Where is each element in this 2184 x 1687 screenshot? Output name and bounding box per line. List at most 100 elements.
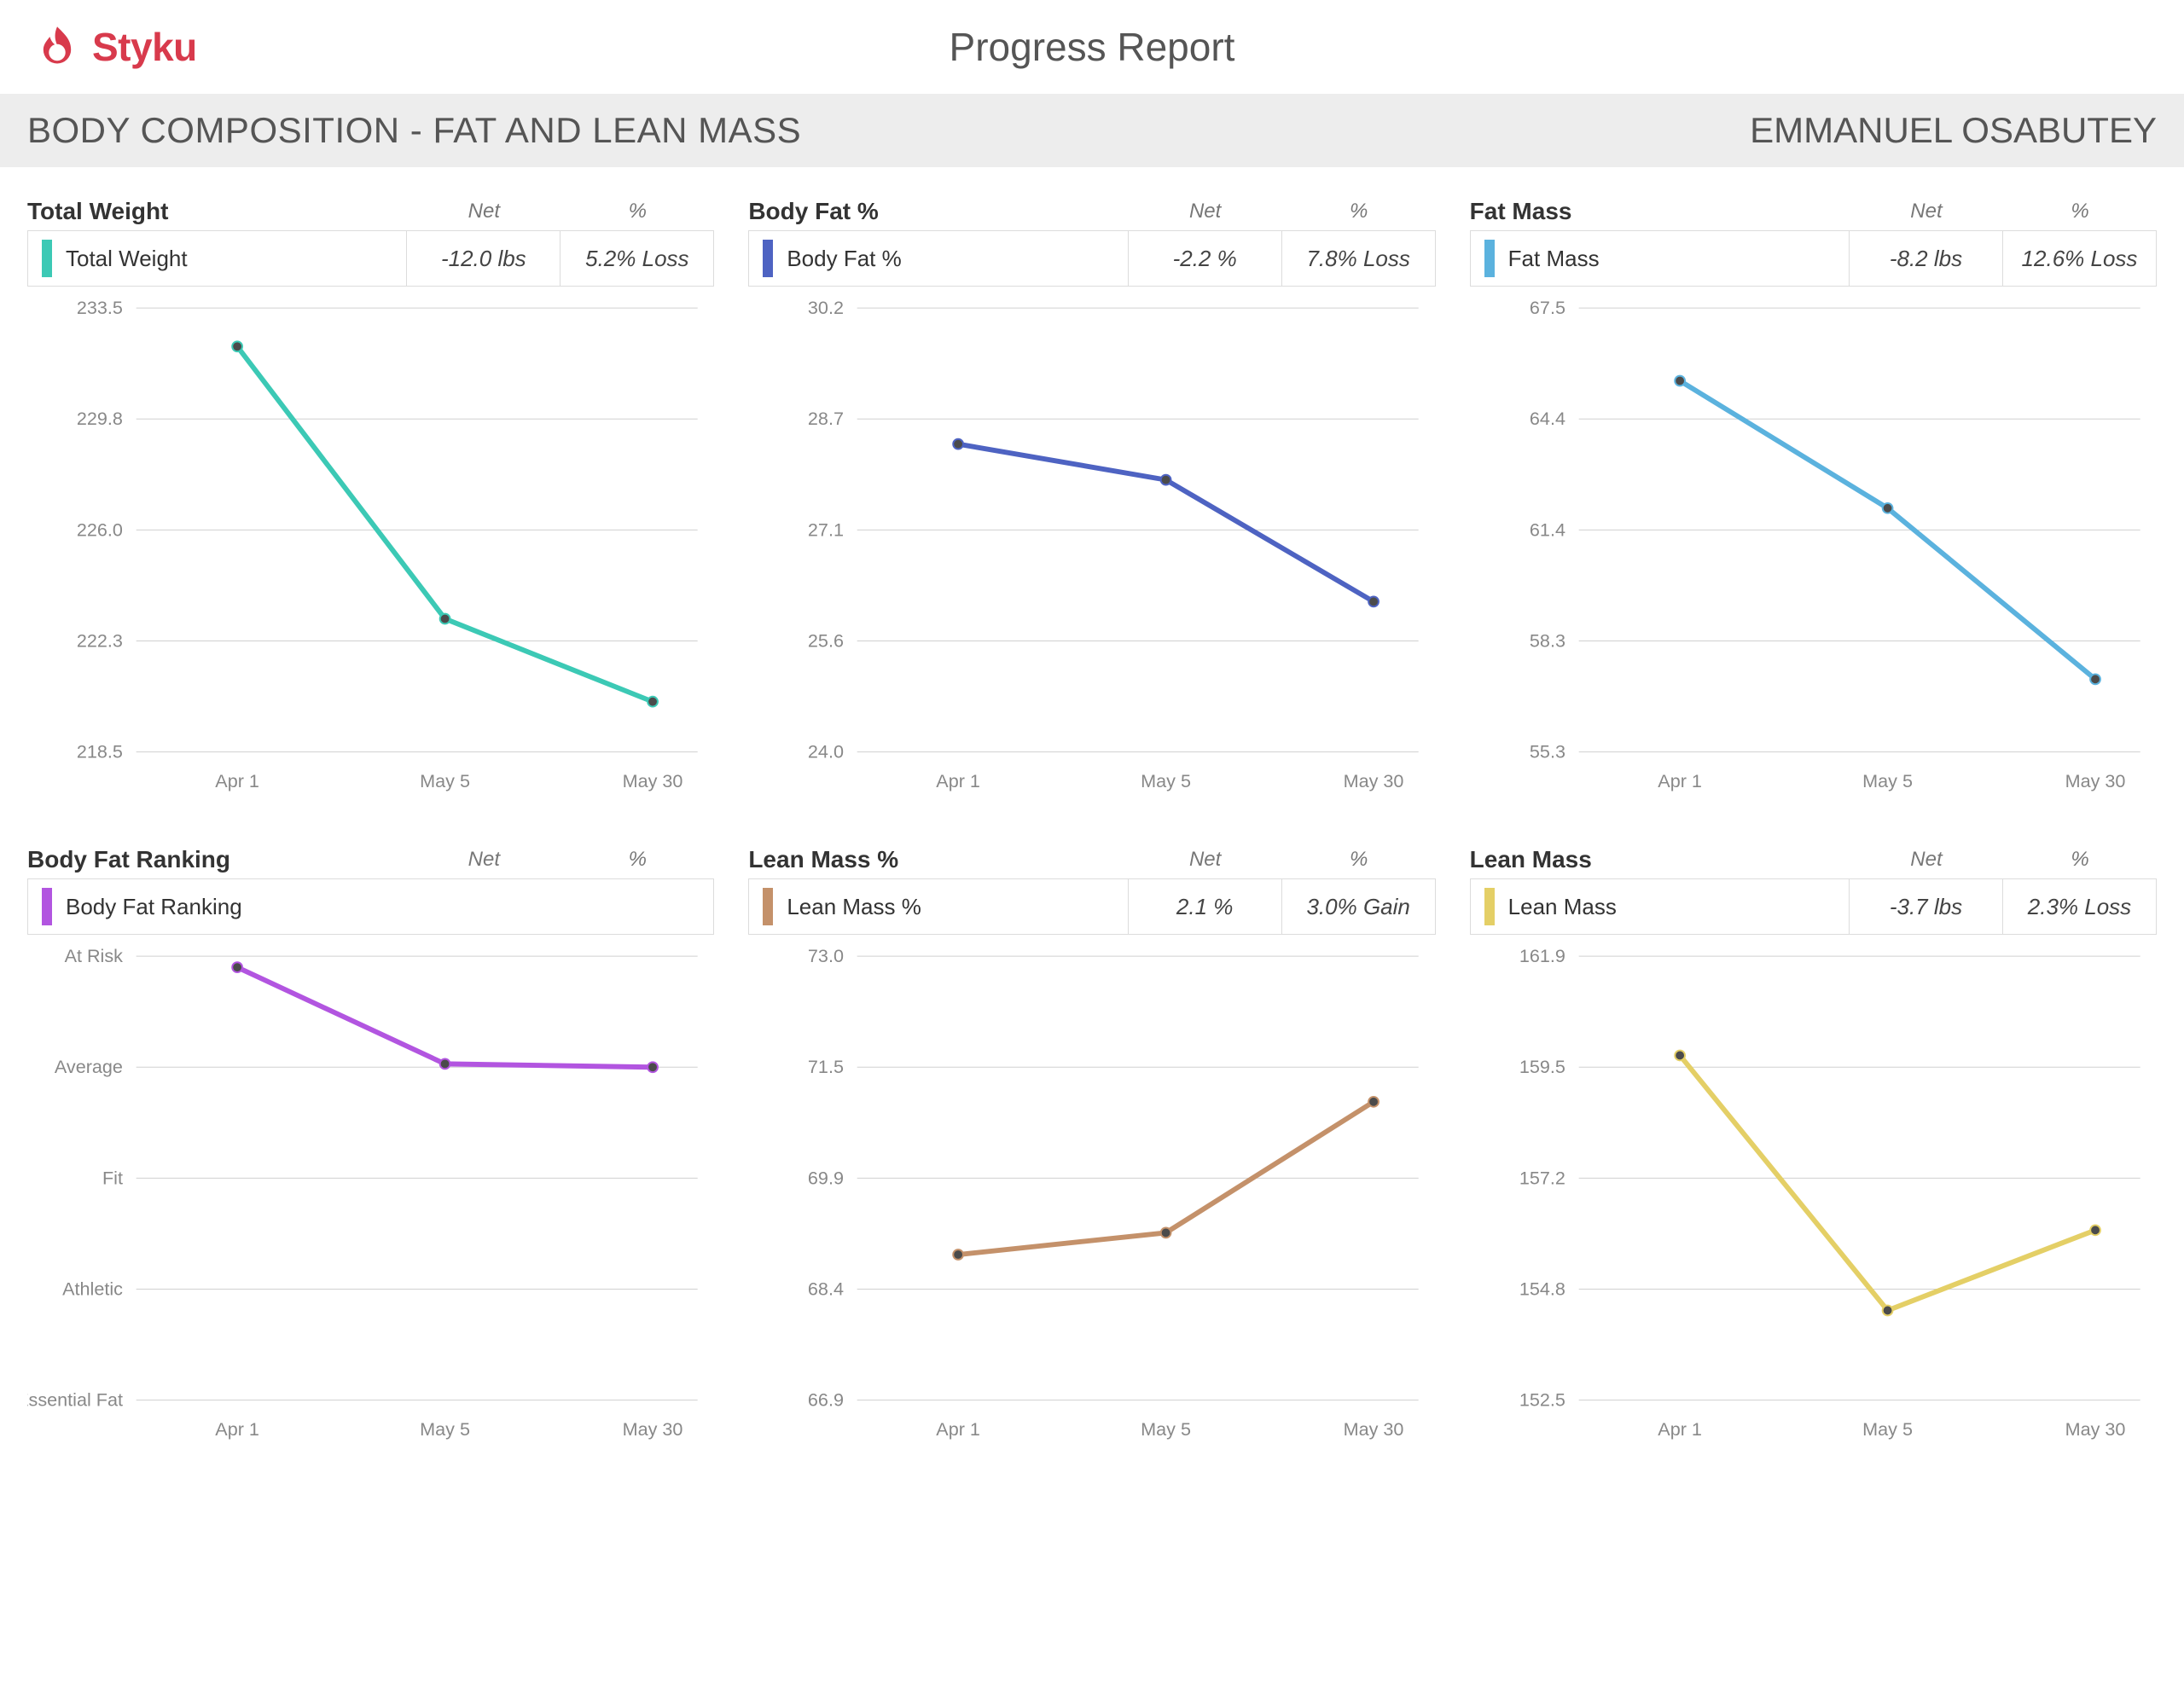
legend-swatch <box>42 240 52 277</box>
column-header-net: Net <box>407 200 561 223</box>
svg-text:May 5: May 5 <box>420 1418 470 1440</box>
column-header-pct: % <box>2003 200 2157 223</box>
svg-text:May 5: May 5 <box>1862 1418 1913 1440</box>
svg-text:Apr 1: Apr 1 <box>1658 770 1702 791</box>
svg-text:157.2: 157.2 <box>1519 1167 1565 1188</box>
svg-text:Athletic: Athletic <box>62 1278 123 1299</box>
panel-title: Body Fat % <box>748 198 1128 225</box>
pct-value: 3.0% Gain <box>1281 879 1435 934</box>
legend-swatch <box>1484 888 1495 925</box>
svg-text:May 5: May 5 <box>420 770 470 791</box>
pct-value: 2.3% Loss <box>2002 879 2156 934</box>
svg-text:May 30: May 30 <box>2065 1418 2125 1440</box>
svg-text:28.7: 28.7 <box>808 408 844 429</box>
chart: 233.5 229.8 226.0 222.3 218.5 Apr 1 May 5 May 3… <box>27 287 714 812</box>
progress-report-page: { "brand": { "name": "Styku", "color": "… <box>0 0 2184 1687</box>
svg-text:May 5: May 5 <box>1862 770 1913 791</box>
legend-label: Fat Mass <box>1508 246 1600 272</box>
legend-row: Lean Mass -3.7 lbs2.3% Loss <box>1470 878 2157 935</box>
flame-icon <box>34 24 80 70</box>
svg-text:229.8: 229.8 <box>77 408 123 429</box>
svg-text:May 30: May 30 <box>2065 770 2125 791</box>
legend-label-cell: Total Weight <box>28 231 406 286</box>
svg-text:May 30: May 30 <box>623 1418 683 1440</box>
pct-value: 7.8% Loss <box>1281 231 1435 286</box>
svg-text:24.0: 24.0 <box>808 741 844 762</box>
panel-header: Total WeightNet% <box>27 198 714 225</box>
panel-header: Lean MassNet% <box>1470 846 2157 873</box>
legend-label: Body Fat % <box>787 246 901 272</box>
legend-label: Body Fat Ranking <box>66 894 242 920</box>
legend-label: Total Weight <box>66 246 188 272</box>
svg-text:222.3: 222.3 <box>77 629 123 651</box>
panel-title: Fat Mass <box>1470 198 1850 225</box>
svg-text:30.2: 30.2 <box>808 297 844 318</box>
panel-body_fat_ranking: Body Fat RankingNet%Body Fat RankingAt R… <box>27 846 714 1460</box>
panel-total_weight: Total WeightNet% Total Weight-12.0 lbs5.2… <box>27 198 714 812</box>
svg-text:161.9: 161.9 <box>1519 945 1565 966</box>
legend-row: Body Fat Ranking <box>27 878 714 935</box>
section-title: BODY COMPOSITION - FAT AND LEAN MASS <box>27 110 801 151</box>
panel-fat_mass: Fat MassNet%Fat Mass-8.2 lbs12.6% Loss67… <box>1470 198 2157 812</box>
legend-label: Lean Mass <box>1508 894 1617 920</box>
net-value: 2.1 % <box>1128 879 1281 934</box>
brand-name: Styku <box>92 24 197 70</box>
legend-label-cell: Body Fat Ranking <box>28 879 406 934</box>
panel-title: Body Fat Ranking <box>27 846 407 873</box>
legend-row: Body Fat % -2.2 %7.8% Loss <box>748 230 1435 287</box>
panel-lean_mass_pct: Lean Mass %Net%Lean Mass %2.1 %3.0% Gain… <box>748 846 1435 1460</box>
net-value: -8.2 lbs <box>1849 231 2002 286</box>
svg-text:May 30: May 30 <box>623 770 683 791</box>
legend-swatch <box>1484 240 1495 277</box>
report-header: Styku Progress Report <box>0 0 2184 94</box>
svg-text:Apr 1: Apr 1 <box>215 1418 259 1440</box>
user-name: EMMANUEL OSABUTEY <box>1750 110 2157 151</box>
panel-lean_mass: Lean MassNet%Lean Mass-3.7 lbs2.3% Loss1… <box>1470 846 2157 1460</box>
panel-header: Fat MassNet% <box>1470 198 2157 225</box>
svg-text:159.5: 159.5 <box>1519 1056 1565 1077</box>
panel-header: Body Fat RankingNet% <box>27 846 714 873</box>
svg-text:May 30: May 30 <box>1344 770 1404 791</box>
legend-label: Lean Mass % <box>787 894 921 920</box>
chart: 161.9159.5157.2154.8152.5Apr 1May 5May 3… <box>1470 935 2157 1460</box>
legend-row: Fat Mass-8.2 lbs12.6% Loss <box>1470 230 2157 287</box>
column-header-net: Net <box>407 848 561 872</box>
legend-label-cell: Lean Mass % <box>749 879 1127 934</box>
svg-text:233.5: 233.5 <box>77 297 123 318</box>
svg-text:Apr 1: Apr 1 <box>1658 1418 1702 1440</box>
chart: 30.228.727.125.624.0Apr 1May 5May 30 <box>748 287 1435 812</box>
column-header-net: Net <box>1850 848 2003 872</box>
svg-text:Fit: Fit <box>102 1167 123 1188</box>
net-value: -3.7 lbs <box>1849 879 2002 934</box>
svg-text:61.4: 61.4 <box>1530 519 1565 540</box>
panel-title: Lean Mass <box>1470 846 1850 873</box>
svg-text:May 5: May 5 <box>1141 1418 1192 1440</box>
column-header-net: Net <box>1129 200 1282 223</box>
svg-text:Apr 1: Apr 1 <box>937 770 981 791</box>
panel-title: Total Weight <box>27 198 407 225</box>
svg-text:154.8: 154.8 <box>1519 1278 1565 1299</box>
charts-grid: Total WeightNet%Total Weight-12.0 lbs5.2… <box>0 167 2184 1477</box>
panel-body_fat_pct: Body Fat %Net%Body Fat %-2.2 %7.8% Loss3… <box>748 198 1435 812</box>
brand-logo: Styku <box>34 24 197 70</box>
svg-text:55.3: 55.3 <box>1530 741 1565 762</box>
chart: 73.071.569.968.466.9Apr 1May 5May 30 <box>748 935 1435 1460</box>
svg-text:226.0: 226.0 <box>77 519 123 540</box>
svg-text:64.4: 64.4 <box>1530 408 1565 429</box>
svg-text:218.5: 218.5 <box>77 741 123 762</box>
pct-value: 5.2% Loss <box>560 231 713 286</box>
svg-text:Apr 1: Apr 1 <box>215 770 259 791</box>
svg-text:67.5: 67.5 <box>1530 297 1565 318</box>
legend-row: Lean Mass % 2.1 %3.0% Gain <box>748 878 1435 935</box>
svg-text:Essential Fat: Essential Fat <box>27 1389 123 1411</box>
net-value: -2.2 % <box>1128 231 1281 286</box>
column-header-pct: % <box>1282 200 1436 223</box>
legend-swatch <box>763 888 773 925</box>
legend-row: Total Weight-12.0 lbs5.2% Loss <box>27 230 714 287</box>
svg-text:58.3: 58.3 <box>1530 629 1565 651</box>
svg-text:71.5: 71.5 <box>808 1056 844 1077</box>
svg-text:73.0: 73.0 <box>808 945 844 966</box>
column-header-pct: % <box>561 848 714 872</box>
svg-text:69.9: 69.9 <box>808 1167 844 1188</box>
page-title: Progress Report <box>0 24 2184 70</box>
